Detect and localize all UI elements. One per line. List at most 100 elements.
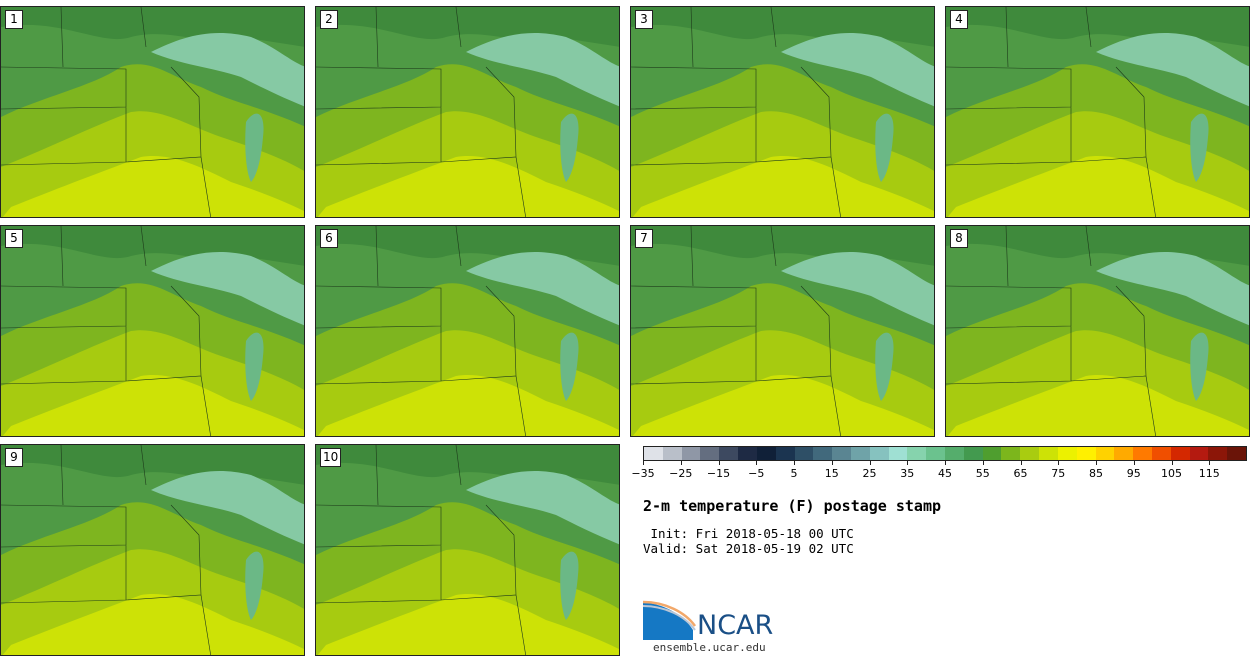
colorbar-tick — [643, 461, 644, 465]
colorbar-tick — [869, 461, 871, 465]
colorbar-swatch — [681, 447, 701, 460]
colorbar-swatch — [775, 447, 795, 460]
colorbar-tick-label: 95 — [1126, 467, 1141, 480]
colorbar-swatch — [719, 447, 739, 460]
colorbar-swatch — [832, 447, 851, 460]
site-url: ensemble.ucar.edu — [653, 641, 766, 654]
colorbar-swatch — [700, 447, 720, 460]
colorbar-tick-label: 115 — [1198, 467, 1220, 480]
colorbar-ticks: −35 −25 −15 −5 5 15 25 35 45 55 65 75 85 95 105 115 — [631, 461, 1247, 483]
colorbar-tick-label: 25 — [862, 467, 877, 480]
temperature-colorbar — [643, 446, 1247, 461]
member-label: 5 — [5, 229, 23, 248]
colorbar-swatch — [813, 447, 833, 460]
colorbar-swatch — [644, 447, 663, 460]
colorbar-swatch — [1133, 447, 1152, 460]
colorbar-swatch — [888, 447, 908, 460]
temperature-map — [946, 226, 1249, 436]
temperature-map — [1, 226, 304, 436]
colorbar-tick-label: 15 — [824, 467, 839, 480]
colorbar-tick-label: 35 — [900, 467, 915, 480]
colorbar-tick — [1209, 461, 1211, 465]
member-panel-5: 5 — [0, 225, 305, 437]
colorbar-tick-label: 85 — [1089, 467, 1103, 480]
colorbar-tick — [794, 461, 795, 465]
colorbar-swatch — [926, 447, 945, 460]
colorbar-swatch — [1057, 447, 1077, 460]
colorbar-swatch — [850, 447, 870, 460]
member-panel-1: 1 — [0, 6, 305, 218]
member-label: 1 — [5, 10, 23, 29]
member-label: 6 — [320, 229, 338, 248]
member-label: 3 — [635, 10, 653, 29]
colorbar-tick-label: −15 — [706, 467, 731, 480]
temperature-map — [1, 445, 304, 655]
colorbar-tick — [756, 461, 758, 465]
member-label: 2 — [320, 10, 338, 29]
member-label: 4 — [950, 10, 968, 29]
member-panel-2: 2 — [315, 6, 620, 218]
colorbar-swatch — [963, 447, 983, 460]
colorbar-swatch — [1095, 447, 1115, 460]
colorbar-swatch — [1189, 447, 1209, 460]
colorbar-tick-label: 105 — [1161, 467, 1182, 480]
colorbar-tick — [907, 461, 909, 465]
colorbar-tick-label: 75 — [1051, 467, 1066, 480]
member-panel-4: 4 — [945, 6, 1250, 218]
colorbar-tick-label: −5 — [748, 467, 765, 480]
colorbar-swatch — [945, 447, 964, 460]
init-time: Init: Fri 2018-05-18 00 UTC — [643, 526, 854, 541]
colorbar-tick — [945, 461, 946, 465]
colorbar-tick-label: 65 — [1013, 467, 1028, 480]
temperature-map — [631, 7, 934, 217]
colorbar-swatch — [1039, 447, 1058, 460]
colorbar-tick — [831, 461, 833, 465]
colorbar-swatch — [756, 447, 776, 460]
temperature-map — [316, 7, 619, 217]
member-panel-9: 9 — [0, 444, 305, 656]
colorbar-tick-label: −35 — [631, 467, 655, 480]
colorbar-tick — [1171, 461, 1173, 465]
member-label: 10 — [320, 448, 342, 467]
colorbar-tick — [680, 461, 682, 465]
member-panel-10: 10 — [315, 444, 620, 656]
colorbar-swatch — [794, 447, 814, 460]
colorbar-swatch — [662, 447, 682, 460]
member-label: 8 — [950, 229, 968, 248]
member-panel-6: 6 — [315, 225, 620, 437]
colorbar-tick-label: 5 — [790, 467, 798, 480]
colorbar-tick — [1020, 461, 1022, 465]
member-panel-7: 7 — [630, 225, 935, 437]
colorbar-tick-label: 55 — [975, 467, 990, 480]
colorbar-tick — [1133, 461, 1135, 465]
colorbar-tick-label: 45 — [938, 467, 952, 480]
colorbar-swatch — [907, 447, 927, 460]
member-panel-3: 3 — [630, 6, 935, 218]
temperature-map — [1, 7, 304, 217]
colorbar-tick — [982, 461, 984, 465]
colorbar-tick-label: −25 — [669, 467, 693, 480]
colorbar-tick — [1058, 461, 1060, 465]
member-panel-8: 8 — [945, 225, 1250, 437]
colorbar-swatch — [1076, 447, 1096, 460]
colorbar-tick — [1096, 461, 1097, 465]
colorbar-swatch — [1170, 447, 1190, 460]
colorbar-swatch — [1114, 447, 1134, 460]
ncar-logo-icon — [643, 600, 697, 640]
temperature-map — [946, 7, 1249, 217]
colorbar-swatch — [982, 447, 1002, 460]
colorbar-swatch — [738, 447, 757, 460]
temperature-map — [316, 445, 619, 655]
logo-text: NCAR — [697, 610, 774, 641]
colorbar-swatch — [1208, 447, 1228, 460]
temperature-map — [316, 226, 619, 436]
colorbar-swatch — [1001, 447, 1021, 460]
colorbar-swatch — [869, 447, 889, 460]
valid-time: Valid: Sat 2018-05-19 02 UTC — [643, 541, 854, 556]
figure-title: 2-m temperature (F) postage stamp — [643, 497, 942, 515]
colorbar-swatch — [1151, 447, 1171, 460]
colorbar-swatch — [1227, 447, 1246, 460]
member-label: 9 — [5, 448, 23, 467]
member-label: 7 — [635, 229, 653, 248]
temperature-map — [631, 226, 934, 436]
